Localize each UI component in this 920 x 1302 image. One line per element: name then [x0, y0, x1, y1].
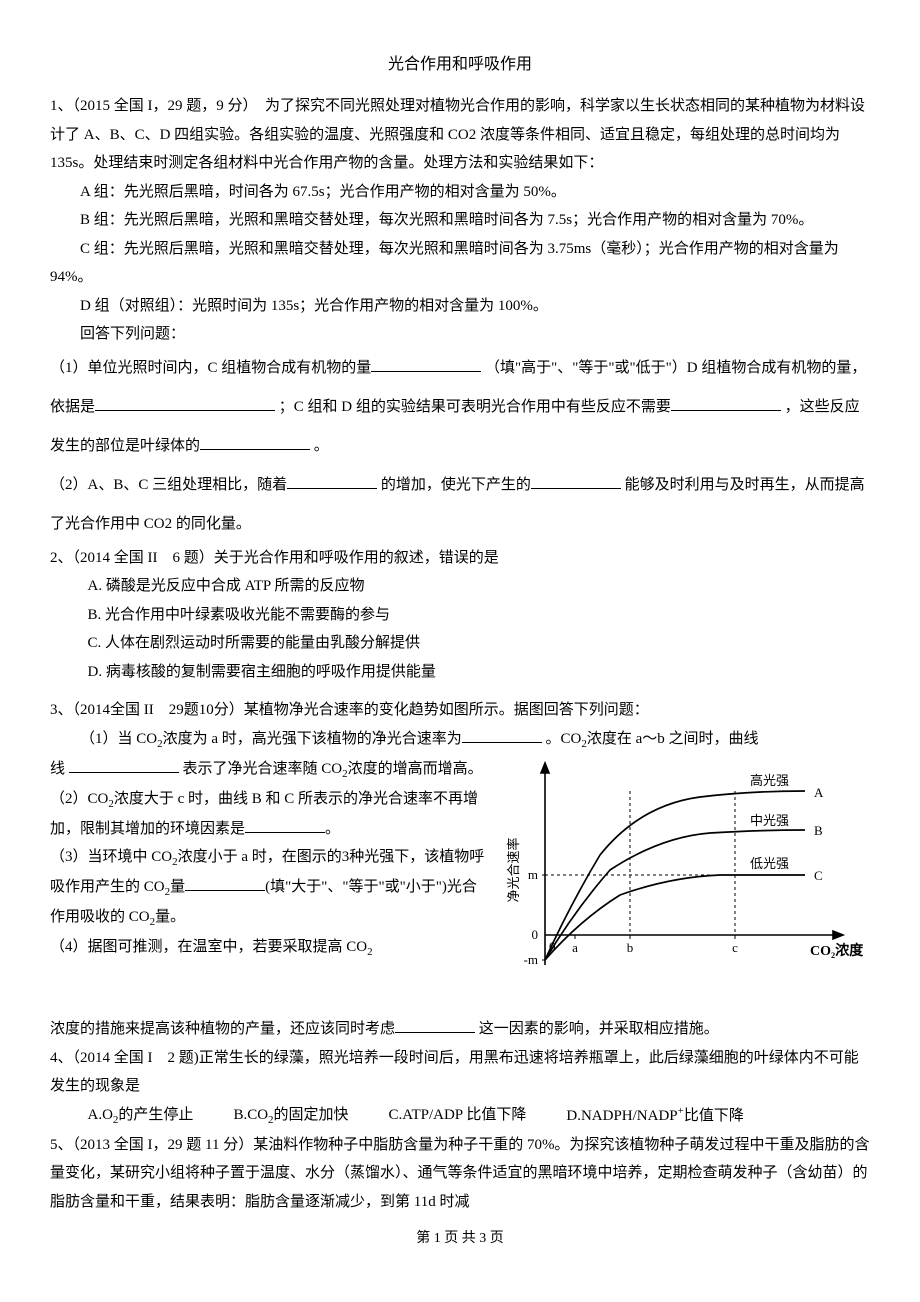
q4-D: D.NADPH/NADP+比值下降 — [566, 1101, 744, 1131]
chart: 净光合速率 m 0 -m 0 a — [500, 755, 870, 1016]
xtick-c: c — [732, 940, 738, 955]
blank[interactable] — [287, 471, 377, 489]
curve-mid: 中光强 — [750, 813, 789, 828]
blank[interactable] — [395, 1016, 475, 1034]
q3-s4a: （4）据图可推测，在温室中，若要采取提高 CO — [50, 939, 367, 955]
q1-sub1-a: （1）单位光照时间内，C 组植物合成有机物的量 — [50, 360, 371, 376]
q2-lead: 2、（2014 全国 II 6 题）关于光合作用和呼吸作用的叙述，错误的是 — [50, 544, 870, 573]
blank[interactable] — [185, 873, 265, 891]
ytick-neg-m: -m — [524, 952, 538, 967]
q3-lead: 3、（2014全国 II 29题10分）某植物净光合速率的变化趋势如图所示。据图… — [50, 696, 870, 725]
q2-D: D. 病毒核酸的复制需要宿主细胞的呼吸作用提供能量 — [88, 658, 871, 687]
q3-s4c: 这一因素的影响，并采取相应措施。 — [479, 1021, 719, 1037]
page-footer: 第 1 页 共 3 页 — [50, 1226, 870, 1253]
q1-sub1-c: ；C 组和 D 组的实验结果可表明光合作用中有些反应不需要 — [279, 399, 671, 415]
q1-groupA: A 组：先光照后黑暗，时间各为 67.5s；光合作用产物的相对含量为 50%。 — [50, 178, 870, 207]
blank[interactable] — [69, 755, 179, 773]
chart-ylabel: 净光合速率 — [506, 837, 521, 902]
q1-sub2: （2）A、B、C 三组处理相比，随着 的增加，使光下产生的 能够及时利用与及时再… — [50, 466, 870, 544]
xtick-a: a — [572, 940, 578, 955]
blank[interactable] — [200, 432, 310, 450]
q1-groupD: D 组（对照组）：光照时间为 135s；光合作用产物的相对含量为 100%。 — [50, 292, 870, 321]
q3-s3e: 量。 — [155, 909, 185, 925]
q1-lead: 1、（2015 全国 I，29 题，9 分） 为了探究不同光照处理对植物光合作用… — [50, 92, 870, 178]
curve-B: B — [814, 823, 823, 838]
q1-sub2-a: （2）A、B、C 三组处理相比，随着 — [50, 477, 287, 493]
q3-s4b: 浓度的措施来提高该种植物的产量，还应该同时考虑 — [50, 1021, 395, 1037]
q1-answer-prompt: 回答下列问题： — [50, 320, 870, 349]
q1-groupB: B 组：先光照后黑暗，光照和黑暗交替处理，每次光照和黑暗时间各为 7.5s；光合… — [50, 206, 870, 235]
blank[interactable] — [671, 393, 781, 411]
q3-s1e: 表示了净光合速率随 CO — [183, 761, 343, 777]
blank[interactable] — [531, 471, 621, 489]
page: 光合作用和呼吸作用 1、（2015 全国 I，29 题，9 分） 为了探究不同光… — [0, 0, 920, 1273]
curve-C: C — [814, 868, 823, 883]
q3-s1d: 浓度在 a～b 之间时，曲线 — [587, 731, 759, 747]
q1-groupC: C 组：先光照后黑暗，光照和黑暗交替处理，每次光照和黑暗时间各为 3.75ms（… — [50, 235, 870, 292]
q4-choices: A.O2的产生停止 B.CO2的固定加快 C.ATP/ADP 比值下降 D.NA… — [50, 1101, 870, 1131]
q3-s1-line2: 线 表示了净光合速率随 CO2浓度的增高而增高。 — [50, 755, 490, 785]
q2-C: C. 人体在剧烈运动时所需要的能量由乳酸分解提供 — [88, 629, 871, 658]
blank[interactable] — [245, 815, 325, 833]
q3-s2c: 。 — [325, 821, 340, 837]
xtick-b: b — [627, 940, 634, 955]
chart-xlabel: CO₂浓度 — [810, 942, 864, 959]
curve-high: 高光强 — [750, 773, 789, 788]
q3-s1c: 。CO — [546, 731, 582, 747]
q3-s3a: （3）当环境中 CO — [50, 849, 172, 865]
page-title: 光合作用和呼吸作用 — [50, 50, 870, 80]
q4-C: C.ATP/ADP 比值下降 — [389, 1101, 527, 1131]
q1-sub1-e: 。 — [314, 438, 329, 454]
q1-sub2-b: 的增加，使光下产生的 — [381, 477, 531, 493]
q1-sub1: （1）单位光照时间内，C 组植物合成有机物的量 （填"高于"、"等于"或"低于"… — [50, 349, 870, 466]
q5-lead: 5、（2013 全国 I，29 题 11 分）某油料作物种子中脂肪含量为种子干重… — [50, 1131, 870, 1217]
curve-A: A — [814, 785, 824, 800]
q3-s1b: 浓度为 a 时，高光强下该植物的净光合速率为 — [163, 731, 462, 747]
q3-s1f: 浓度的增高而增高。 — [348, 761, 483, 777]
q2-choices: A. 磷酸是光反应中合成 ATP 所需的反应物 B. 光合作用中叶绿素吸收光能不… — [50, 572, 870, 686]
q2-A: A. 磷酸是光反应中合成 ATP 所需的反应物 — [88, 572, 871, 601]
blank[interactable] — [371, 354, 481, 372]
ytick-0: 0 — [532, 927, 539, 942]
q3-s4-a: （4）据图可推测，在温室中，若要采取提高 CO2 — [50, 933, 490, 963]
curve-low: 低光强 — [750, 856, 789, 871]
q3-s1-line1: （1）当 CO2浓度为 a 时，高光强下该植物的净光合速率为 。CO2浓度在 a… — [50, 725, 870, 755]
q3-s2: （2）CO2浓度大于 c 时，曲线 B 和 C 所表示的净光合速率不再增加，限制… — [50, 785, 490, 843]
q3-s4-b: 浓度的措施来提高该种植物的产量，还应该同时考虑 这一因素的影响，并采取相应措施。 — [50, 1015, 870, 1044]
q2-B: B. 光合作用中叶绿素吸收光能不需要酶的参与 — [88, 601, 871, 630]
q3-s3c: 量 — [170, 879, 185, 895]
q4-A: A.O2的产生停止 — [88, 1101, 194, 1131]
q3-s2a: （2）CO — [50, 791, 108, 807]
blank[interactable] — [95, 393, 275, 411]
line-chart-svg: 净光合速率 m 0 -m 0 a — [500, 755, 870, 1005]
q4-B: B.CO2的固定加快 — [233, 1101, 348, 1131]
q3-s1a: （1）当 CO — [80, 731, 157, 747]
ytick-m: m — [528, 867, 538, 882]
q3-text-col: 线 表示了净光合速率随 CO2浓度的增高而增高。 （2）CO2浓度大于 c 时，… — [50, 755, 490, 963]
q3-s3: （3）当环境中 CO2浓度小于 a 时，在图示的3种光强下，该植物呼吸作用产生的… — [50, 843, 490, 933]
blank[interactable] — [462, 725, 542, 743]
q4-lead: 4、（2014 全国 I 2 题)正常生长的绿藻，照光培养一段时间后，用黑布迅速… — [50, 1044, 870, 1101]
